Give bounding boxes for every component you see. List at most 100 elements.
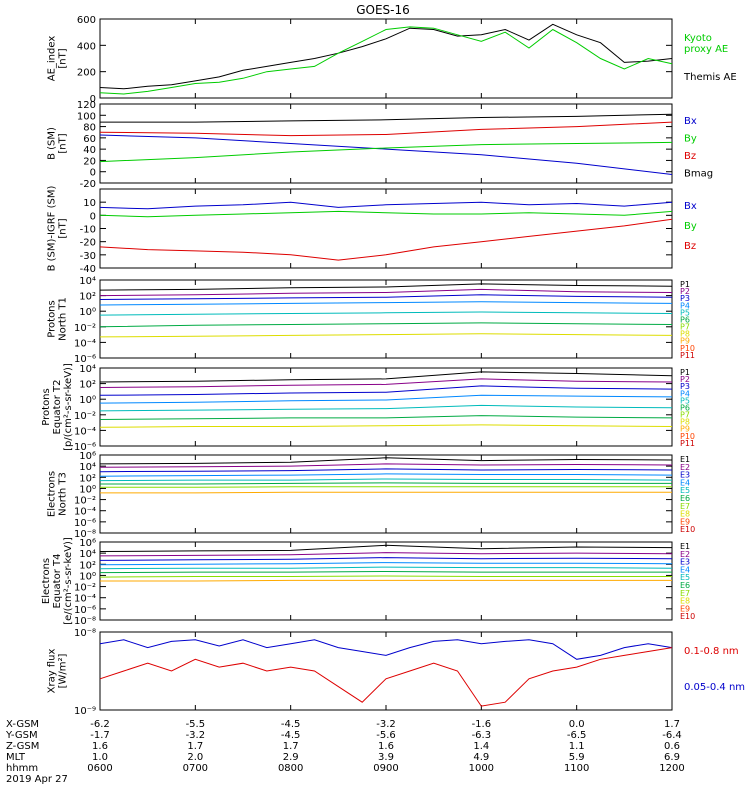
series-line-e6 [99, 570, 672, 574]
series-line-e8 [100, 579, 672, 582]
x-row-value: 2.0 [187, 752, 203, 763]
y-tick-label: 10⁻² [74, 496, 96, 507]
legend-entry: P3 [680, 294, 690, 303]
x-row-value: -5.6 [376, 730, 396, 741]
y-tick-label: 100 [77, 111, 96, 122]
legend-entry: Bx [684, 201, 697, 212]
legend-entry: E10 [680, 612, 695, 621]
series-line-e7 [100, 486, 672, 488]
y-tick-label: 10² [79, 380, 96, 391]
y-tick-label: 10⁻⁶ [74, 442, 96, 453]
x-row-value: -3.2 [186, 730, 206, 741]
x-row-value: -4.5 [281, 719, 301, 730]
series-line-p4 [99, 394, 673, 404]
x-row-value: 0.6 [664, 741, 680, 752]
x-row-value: -5.5 [186, 719, 206, 730]
series-line-p7 [99, 424, 673, 428]
x-row-value: 1.1 [569, 741, 585, 752]
legend-entry: E5 [680, 573, 690, 582]
series-line-bz [99, 121, 673, 137]
x-row-label: Y-GSM [5, 730, 38, 741]
legend-entry: 0.05-0.4 nm [684, 682, 745, 693]
x-row-value: 1.7 [283, 741, 299, 752]
legend-entry: P8 [680, 418, 690, 427]
y-tick-label: 10⁻⁸ [74, 529, 96, 540]
legend-entry: Kyoto [684, 33, 712, 44]
legend-entry: E4 [680, 565, 690, 574]
panel-frame [99, 631, 673, 711]
panel-frame [99, 18, 673, 99]
x-row-value: -4.5 [281, 730, 301, 741]
y-axis-label: Protons [47, 300, 58, 337]
x-row-value: -6.2 [90, 719, 110, 730]
y-axis-label: Electrons [47, 471, 58, 517]
y-tick-label: -20 [80, 179, 96, 190]
series-line-p2 [99, 378, 673, 388]
legend-entry: P9 [680, 425, 690, 434]
series-line-e2 [99, 463, 673, 468]
y-tick-label: 10 [83, 198, 96, 209]
legend-entry: E9 [680, 517, 690, 526]
series-line-p1 [99, 371, 673, 383]
y-tick-label: 0 [90, 211, 96, 222]
legend-entry: P11 [680, 351, 695, 360]
y-tick-label: 10⁶ [79, 538, 96, 549]
x-row-value: -3.2 [376, 719, 396, 730]
series-line-e1 [99, 457, 673, 465]
series-line-e6 [100, 482, 672, 485]
y-tick-label: 10⁻⁹ [74, 706, 96, 717]
series-line-0-1-0-8-nm [99, 647, 673, 707]
y-tick-label: 0 [90, 168, 96, 179]
y-tick-label: 10⁻⁴ [74, 426, 96, 437]
y-tick-label: 10⁻⁴ [74, 507, 96, 518]
y-axis-label: Protons [41, 388, 52, 425]
series-line-e3 [99, 557, 673, 561]
legend-entry: By [684, 221, 697, 232]
series-line-by [99, 141, 673, 163]
legend-entry: E3 [680, 471, 690, 480]
legend-entry: P4 [680, 301, 690, 310]
series-line-bx [99, 134, 673, 175]
x-row-value: 1.7 [664, 719, 680, 730]
y-axis-label: [e/(cm²-s-sr-keV)] [63, 537, 74, 625]
y-axis-label: Xray flux [47, 649, 58, 694]
y-tick-label: 10² [79, 560, 96, 571]
legend-entry: P7 [680, 411, 690, 420]
x-row-value: 1.6 [92, 741, 108, 752]
legend-entry: P11 [680, 439, 695, 448]
x-row-value: 0700 [183, 763, 208, 774]
series-line-0-05-0-4-nm [99, 639, 673, 660]
series-line-e2 [99, 552, 673, 557]
series-line-p1 [99, 283, 673, 291]
legend-entry: P1 [680, 280, 690, 289]
x-row-value: 0.0 [569, 719, 585, 730]
series-line-bmag [100, 113, 673, 123]
legend-entry: Bmag [684, 169, 713, 180]
y-tick-label: 10⁴ [79, 549, 96, 560]
x-row-value: 1.6 [378, 741, 394, 752]
series-line-p2 [99, 288, 673, 297]
series-line-p7 [99, 333, 673, 338]
x-row-value: 6.9 [664, 752, 680, 763]
x-row-value: -6.5 [567, 730, 587, 741]
y-tick-label: 40 [83, 145, 96, 156]
y-tick-label: 10⁰ [79, 307, 96, 318]
series-line-themis-ae [99, 23, 673, 90]
x-row-value: 1.4 [473, 741, 489, 752]
legend-entry: E3 [680, 558, 690, 567]
y-tick-label: 120 [77, 100, 96, 111]
series-line-p3 [99, 294, 673, 300]
legend-entry: E6 [680, 581, 690, 590]
y-tick-label: 60 [83, 134, 96, 145]
legend-entry: proxy AE [684, 44, 728, 55]
y-tick-label: 10⁻⁴ [74, 594, 96, 605]
y-tick-label: 10² [79, 473, 96, 484]
series-line-e4 [99, 562, 673, 566]
legend-entry: E7 [680, 502, 690, 511]
y-tick-label: 10⁻⁶ [74, 605, 96, 616]
x-row-value: 1200 [659, 763, 684, 774]
legend-entry: Themis AE [683, 72, 737, 83]
legend-entry: E8 [680, 510, 690, 519]
